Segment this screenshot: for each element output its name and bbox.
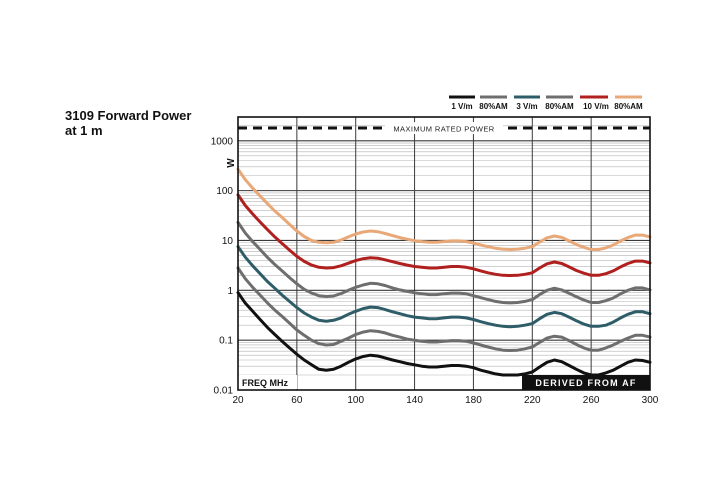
series-line-3 [236,245,652,329]
derived-label: DERIVED FROM AF [535,378,636,388]
chart-title: 3109 Forward Power at 1 m [65,108,191,138]
legend-label-5: 10 V/m [583,102,609,111]
x-tick-label: 20 [232,395,244,406]
y-tick-label: 100 [216,186,233,197]
chart-title-line-2: at 1 m [65,123,103,138]
y-axis-label: W [226,158,237,168]
series-line-4 [236,220,652,305]
series-line-1 [236,291,652,377]
y-tick-label: 10 [222,236,234,247]
x-tick-label: 140 [406,395,423,406]
plot-border [237,116,651,391]
series-line-2 [236,266,652,352]
legend-label-2: 80%AM [479,102,508,111]
x-tick-label: 220 [524,395,541,406]
y-tick-label: 0.01 [214,386,234,397]
legend-label-4: 80%AM [545,102,574,111]
x-tick-label: 100 [347,395,364,406]
max-rated-power-label-bg [385,122,503,135]
y-tick-label: 1000 [211,136,234,147]
legend-label-1: 1 V/m [451,102,472,111]
x-tick-label: 60 [291,395,303,406]
plot-frame [237,116,651,391]
legend: 1 V/m 80%AM 3 V/m 80%AM 10 V/m 80%AM [449,95,643,111]
axes: 0.01 0.1 1 10 100 1000 20 60 100 140 180 220 260 300 W… [211,136,659,406]
legend-label-3: 3 V/m [516,102,537,111]
series-lines [236,167,652,377]
x-tick-label: 260 [583,395,600,406]
x-axis-label-bg [239,375,297,389]
series-line-6 [236,167,652,251]
y-tick-label: 0.1 [219,336,233,347]
x-tick-label: 300 [642,395,659,406]
grid [237,116,651,391]
chart-title-line-1: 3109 Forward Power [65,108,192,123]
legend-label-6: 80%AM [614,102,643,111]
y-tick-label: 1 [227,286,233,297]
x-tick-label: 180 [465,395,482,406]
series-line-5 [236,193,652,277]
max-rated-power: MAXIMUM RATED POWER [238,122,650,135]
max-rated-power-label: MAXIMUM RATED POWER [393,125,494,134]
derived-label-bg [522,375,650,390]
x-axis-label: FREQ MHz [242,378,288,388]
